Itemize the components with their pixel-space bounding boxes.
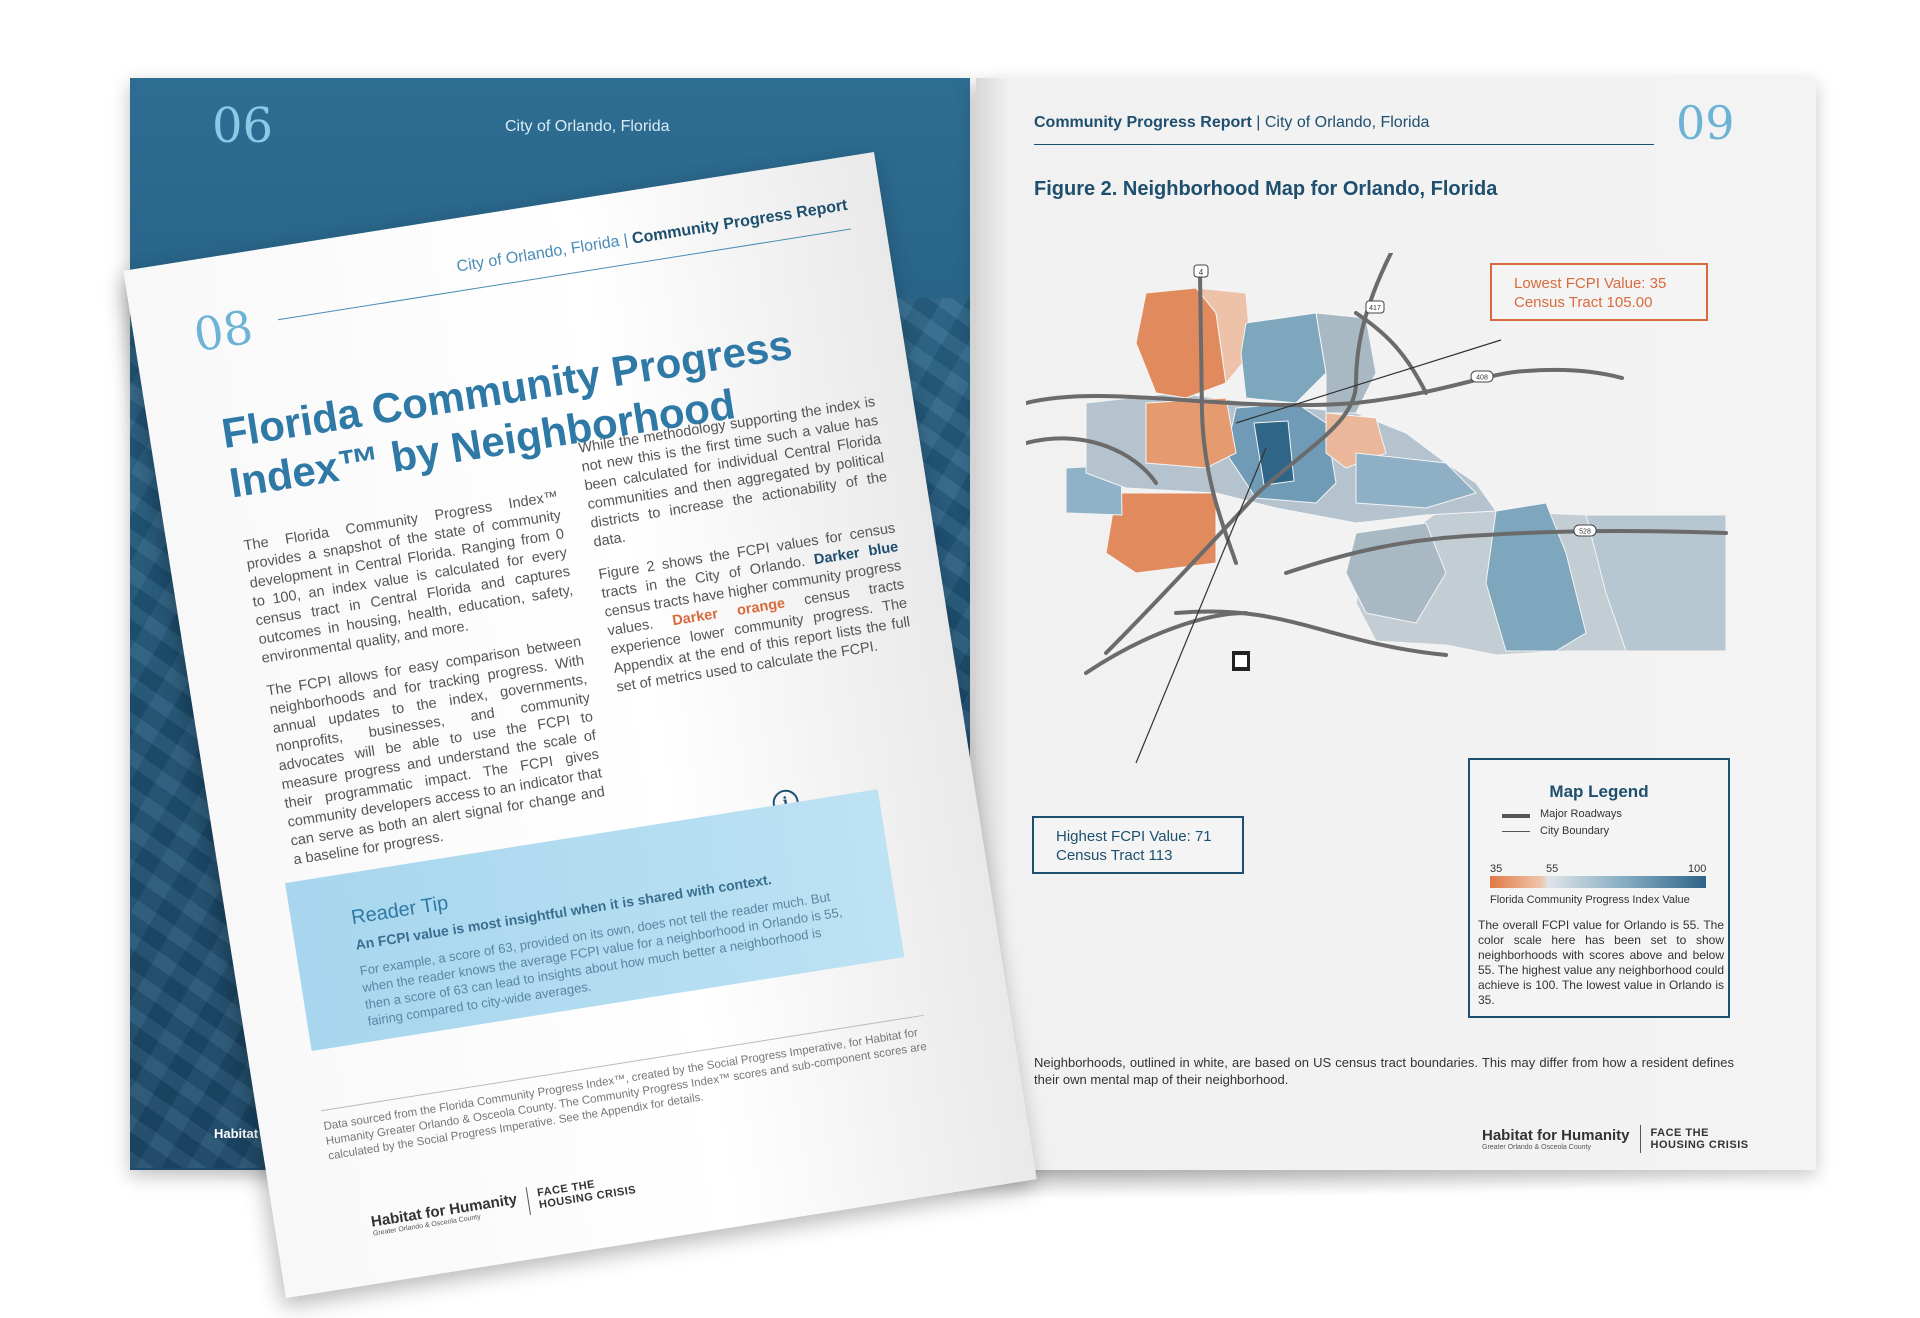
callout-high-line [1135,447,1267,764]
road-shield-528: 528 [1573,524,1597,537]
tract-north-blue [1240,312,1327,404]
legend-description: The overall FCPI value for Orlando is 55… [1478,918,1724,1007]
scale-max: 100 [1688,863,1707,875]
campaign-logo: FACE THE HOUSING CRISIS [536,1172,637,1211]
habitat-logo: Habitat for Humanity Greater Orlando & Os… [1482,1127,1630,1151]
tract-east [1585,514,1727,652]
campaign-line-2: HOUSING CRISIS [1650,1139,1749,1151]
page-number: 09 [1676,96,1735,150]
footer-logo: Habitat for Humanity Greater Orlando & Os… [1482,1125,1749,1153]
callout-highest-value: Highest FCPI Value: 71 [1056,828,1212,845]
header-report: Community Progress Report [1034,114,1252,131]
header-sep: | [1251,114,1265,131]
legend-roadways: Major Roadways [1540,808,1622,820]
callout-lowest: Lowest FCPI Value: 35 Census Tract 105.0… [1490,263,1708,321]
road-shield-417: 417 [1365,300,1385,314]
tract-orange-sw [1105,492,1217,574]
svg-text:408: 408 [1476,375,1488,382]
turnpike-shield-icon [1232,651,1250,671]
svg-text:528: 528 [1579,529,1591,536]
callout-lowest-tract: Census Tract 105.00 [1514,294,1653,311]
boundary-swatch [1502,831,1530,832]
paragraph: The FCPI allows for easy comparison betw… [265,633,607,869]
column-right: While the methodology supporting the ind… [577,393,916,712]
svg-text:417: 417 [1369,305,1381,312]
callout-low-line [1235,339,1502,424]
page-08: City of Orlando, Florida | Community Pro… [123,151,1037,1299]
page-09: Community Progress Report | City of Orla… [976,78,1816,1170]
figure-title: Figure 2. Neighborhood Map for Orlando, … [1034,178,1498,200]
logo-name: Habitat for Humanity [1482,1127,1630,1144]
tract-north-gray [1315,312,1377,414]
header-report: Community Progress Report [630,196,849,248]
neighborhood-map: 4 417 408 528 [1026,253,1728,764]
page-header: City of Orlando, Florida [505,118,670,135]
callout-highest-tract: Census Tract 113 [1056,847,1173,864]
tract-orange-center [1145,397,1237,469]
column-left: The Florida Community Progress Index™ pr… [243,488,612,884]
logo-divider [1639,1125,1641,1153]
color-scale-bar [1490,876,1706,888]
campaign-logo: FACE THE HOUSING CRISIS [1651,1127,1749,1151]
legend-title: Map Legend [1549,782,1649,801]
header-city: City of Orlando, Florida [1264,114,1430,131]
logo-divider [525,1187,531,1215]
tract-blue-south [1485,502,1587,652]
map-legend: Map Legend Major Roadways City Boundary … [1468,758,1730,1018]
roadway-swatch [1502,814,1530,818]
legend-boundary: City Boundary [1540,825,1610,837]
road-shield-408: 408 [1470,370,1494,383]
svg-text:4: 4 [1199,268,1204,277]
footer-logo: Habitat for Humanity Greater Orlando & Os… [370,1170,638,1239]
major-roadways [1026,253,1728,675]
header-rule [1034,144,1654,145]
scale-label: Florida Community Progress Index Value [1490,894,1690,906]
road-shield-4: 4 [1193,264,1209,278]
page-header: City of Orlando, Florida | Community Pro… [456,197,849,277]
page-header: Community Progress Report | City of Orla… [1034,114,1429,132]
paragraph: Figure 2 shows the FCPI values for censu… [597,519,914,697]
tract-blue-east [1355,452,1477,509]
tract-north-lightorange [1194,287,1252,385]
page-number: 06 [212,98,274,154]
callout-highest: Highest FCPI Value: 71 Census Tract 113 [1032,816,1244,874]
logo-sub: Greater Orlando & Osceola County [1482,1144,1591,1151]
callout-lowest-value: Lowest FCPI Value: 35 [1514,275,1667,292]
scale-mid: 55 [1546,863,1559,875]
campaign-line-1: FACE THE [1650,1127,1709,1139]
page-number: 08 [190,299,257,363]
habitat-logo: Habitat for Humanity Greater Orlando & Os… [370,1191,519,1238]
scale-min: 35 [1490,863,1503,875]
map-footnote: Neighborhoods, outlined in white, are ba… [1034,1055,1734,1087]
